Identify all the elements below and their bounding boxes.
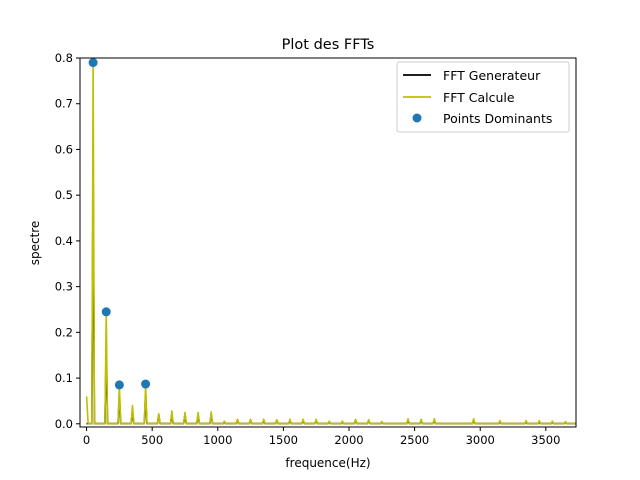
legend-label-fft-generateur: FFT Generateur — [443, 68, 541, 83]
y-axis-ticks: 0.0 0.1 0.2 0.3 0.4 0.5 0.6 0.7 0.8 — [55, 51, 80, 431]
y-axis-label: spectre — [28, 221, 42, 266]
chart-title: Plot des FFTs — [282, 37, 375, 53]
legend: FFT Generateur FFT Calcule Points Domina… — [396, 61, 570, 133]
y-tick-label: 0.8 — [55, 51, 73, 65]
legend-label-points-dominants: Points Dominants — [443, 111, 552, 126]
dominant-point-3 — [114, 380, 124, 390]
y-tick-label: 0.2 — [55, 325, 73, 339]
axes-frame — [79, 57, 577, 428]
x-tick-label: 2000 — [334, 433, 363, 447]
y-tick-label: 0.0 — [55, 417, 73, 431]
x-axis-label: frequence(Hz) — [285, 456, 370, 470]
legend-label-fft-calcule: FFT Calcule — [443, 90, 515, 105]
y-tick-label: 0.7 — [55, 97, 73, 111]
y-tick-label: 0.3 — [55, 280, 73, 294]
x-tick-label: 3500 — [531, 433, 560, 447]
x-tick-label: 3000 — [466, 433, 495, 447]
x-tick-label: 0 — [83, 433, 90, 447]
dominant-point-1 — [88, 58, 98, 68]
legend-box — [396, 61, 570, 133]
x-axis-ticks: 0 500 1000 1500 2000 2500 3000 3500 — [83, 427, 560, 447]
y-tick-label: 0.6 — [55, 142, 73, 156]
series-layer — [85, 61, 576, 425]
x-tick-label: 1000 — [203, 433, 232, 447]
dominant-point-4 — [141, 379, 151, 389]
y-tick-label: 0.4 — [55, 234, 73, 248]
y-tick-label: 0.5 — [55, 188, 73, 202]
x-tick-label: 1500 — [269, 433, 298, 447]
x-tick-label: 500 — [141, 433, 163, 447]
x-tick-label: 2500 — [400, 433, 429, 447]
dominant-point-2 — [101, 307, 111, 317]
legend-swatch-points-dominants — [412, 113, 422, 123]
scatter-layer — [88, 58, 151, 390]
series-line-fft-calcule — [85, 61, 576, 425]
y-tick-label: 0.1 — [55, 371, 73, 385]
